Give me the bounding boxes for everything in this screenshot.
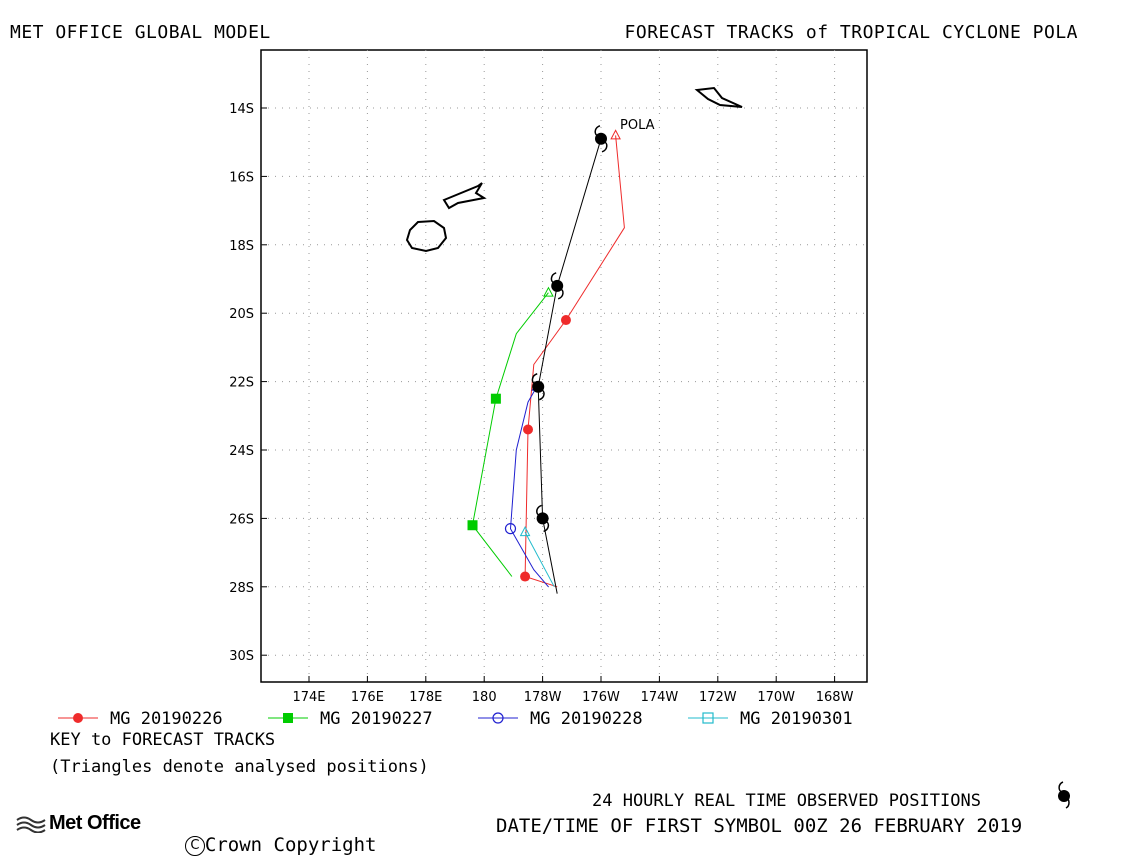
forecast-position-marker [523,424,533,435]
legend-item: MG 20190301 [688,709,853,729]
met-office-wave-icon [16,816,46,833]
cyclone-symbol-icon [1052,780,1076,816]
header-left-title: MET OFFICE GLOBAL MODEL [10,22,271,43]
lon-label: 168W [816,690,854,705]
forecast-track [519,526,555,588]
lat-label: 16S [229,170,254,185]
lon-label: 178E [409,690,442,705]
lat-label: 26S [229,512,254,527]
cyclone-symbol-icon [594,125,608,153]
latitude-labels: 14S 16S 18S 20S 22S 24S 26S 28S 30S [229,102,267,664]
header-right-title: FORECAST TRACKS of TROPICAL CYCLONE POLA [624,22,1078,43]
copyright-notice: C Crown Copyright [162,812,376,856]
lon-label: 176W [582,690,620,705]
first-symbol-datetime: DATE/TIME OF FIRST SYMBOL 00Z 26 FEBRUAR… [496,815,1023,837]
lon-label: 178W [524,690,562,705]
forecast-position-marker [490,393,501,404]
cyclone-symbol-icon [536,504,550,533]
lon-label: 174E [292,690,325,705]
forecast-position-marker [560,315,571,326]
forecast-track [520,129,625,588]
map-frame [260,49,868,683]
forecast-position-marker [520,571,531,582]
cyclone-symbol-icon [531,373,545,401]
legend-label: MG 20190226 [110,709,223,729]
legend-label: MG 20190227 [320,709,433,729]
island-vanua-levu [442,182,487,210]
legend-label: MG 20190301 [740,709,853,729]
legend-marker [492,712,504,724]
lat-label: 30S [229,649,254,664]
observed-track [531,125,608,594]
analysed-position-triangle [543,286,554,297]
lat-label: 28S [229,581,254,596]
legend-marker [702,712,714,724]
lat-label: 14S [229,102,254,117]
cyclone-symbol-icon [550,272,564,300]
lon-label: 174W [641,690,679,705]
observed-positions-label: 24 HOURLY REAL TIME OBSERVED POSITIONS [592,791,981,811]
forecast-position-marker [467,520,478,531]
analysed-position-triangle [519,526,531,537]
legend-item: MG 20190228 [478,709,643,729]
legend-item: MG 20190227 [268,709,433,729]
legend-marker [73,713,83,723]
track-legend: MG 20190226 MG 20190227 MG 20190228 MG 2019… [58,709,853,729]
key-title: KEY to FORECAST TRACKS [50,730,276,750]
forecast-track-line [524,531,555,588]
lat-label: 20S [229,307,254,322]
copyright-icon: C [184,835,205,856]
lat-label: 18S [229,239,254,254]
longitude-labels: 174E 176E 178E 180 178W 176W 174W 172W 170W 168W [292,676,854,705]
analysed-position-triangle [610,129,621,140]
tracks-layer [467,125,625,594]
land-outlines [405,86,743,253]
observed-track-line [537,138,602,594]
legend-item: MG 20190226 [58,709,223,729]
lat-label: 24S [229,444,254,459]
met-office-logo-text: Met Office [49,812,141,834]
island-samoa [694,86,743,108]
grid-lines [261,50,867,682]
copyright-text: Crown Copyright [204,834,377,856]
storm-name-label: POLA [620,118,655,133]
forecast-position-marker [504,523,517,535]
lon-label: 180 [472,690,497,705]
legend-marker [283,713,293,723]
lon-label: 170W [757,690,795,705]
lat-label: 22S [229,376,254,391]
island-viti-levu [405,219,448,253]
lon-label: 172W [699,690,737,705]
forecast-track-line [509,386,549,588]
key-note: (Triangles denote analysed positions) [50,757,429,777]
forecast-track [467,286,554,577]
legend-label: MG 20190228 [530,709,643,729]
lon-label: 176E [351,690,384,705]
met-office-logo: Met Office [16,812,141,835]
